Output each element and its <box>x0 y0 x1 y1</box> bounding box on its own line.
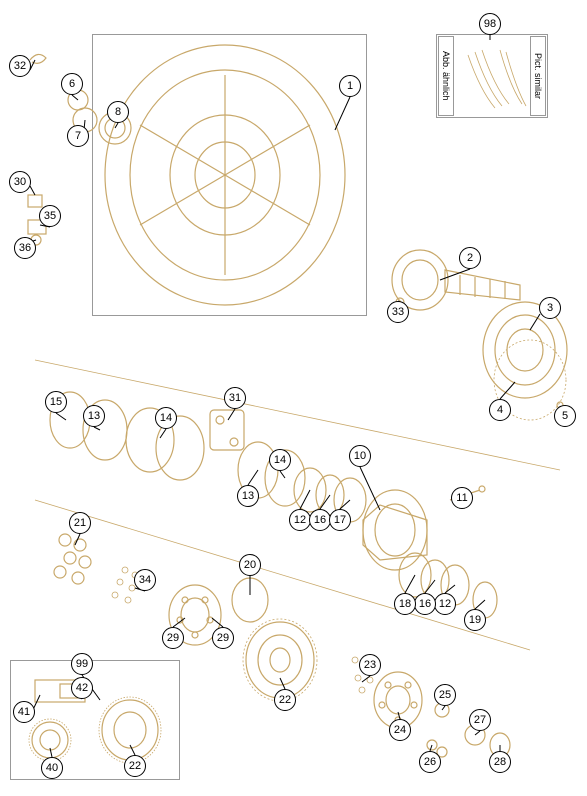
callout-25: 25 <box>434 684 456 706</box>
callout-number: 6 <box>61 73 83 95</box>
callout-number: 21 <box>69 512 91 534</box>
callout-10: 10 <box>349 445 371 467</box>
callout-28: 28 <box>489 751 511 773</box>
callout-number: 3 <box>539 297 561 319</box>
callout-number: 1 <box>339 75 361 97</box>
callout-34: 34 <box>134 569 156 591</box>
callout-11: 11 <box>451 487 473 509</box>
callout-13: 13 <box>237 485 259 507</box>
callout-number: 98 <box>479 13 501 35</box>
callout-number: 26 <box>419 751 441 773</box>
callout-3: 3 <box>539 297 561 319</box>
callout-number: 4 <box>489 399 511 421</box>
callout-2: 2 <box>459 247 481 269</box>
callout-12: 12 <box>289 509 311 531</box>
callout-number: 41 <box>13 701 35 723</box>
callout-32: 32 <box>9 55 31 77</box>
callout-number: 19 <box>464 609 486 631</box>
callout-number: 11 <box>451 487 473 509</box>
callout-20: 20 <box>239 554 261 576</box>
callout-40: 40 <box>41 757 63 779</box>
callout-12: 12 <box>434 593 456 615</box>
callout-number: 7 <box>67 125 89 147</box>
callout-17: 17 <box>329 509 351 531</box>
callout-number: 32 <box>9 55 31 77</box>
callout-30: 30 <box>9 171 31 193</box>
callout-36: 36 <box>14 237 36 259</box>
callout-16: 16 <box>414 593 436 615</box>
callout-31: 31 <box>224 387 246 409</box>
callout-35: 35 <box>39 205 61 227</box>
callout-7: 7 <box>67 125 89 147</box>
callout-number: 20 <box>239 554 261 576</box>
callout-number: 12 <box>289 509 311 531</box>
callout-19: 19 <box>464 609 486 631</box>
callout-number: 31 <box>224 387 246 409</box>
callout-1: 1 <box>339 75 361 97</box>
callout-number: 14 <box>269 449 291 471</box>
callout-number: 42 <box>71 677 93 699</box>
callout-99: 99 <box>71 653 93 675</box>
callout-number: 18 <box>394 593 416 615</box>
callout-22: 22 <box>274 689 296 711</box>
callout-number: 15 <box>45 391 67 413</box>
callout-29: 29 <box>212 627 234 649</box>
callout-number: 24 <box>389 719 411 741</box>
callout-number: 14 <box>155 407 177 429</box>
callout-18: 18 <box>394 593 416 615</box>
callout-13: 13 <box>83 405 105 427</box>
callout-16: 16 <box>309 509 331 531</box>
callout-number: 27 <box>469 709 491 731</box>
callout-number: 22 <box>274 689 296 711</box>
callout-number: 12 <box>434 593 456 615</box>
callout-number: 8 <box>107 101 129 123</box>
callout-26: 26 <box>419 751 441 773</box>
callout-14: 14 <box>155 407 177 429</box>
callout-24: 24 <box>389 719 411 741</box>
callout-8: 8 <box>107 101 129 123</box>
callout-number: 34 <box>134 569 156 591</box>
callout-42: 42 <box>71 677 93 699</box>
callout-number: 30 <box>9 171 31 193</box>
callout-14: 14 <box>269 449 291 471</box>
callout-number: 17 <box>329 509 351 531</box>
callout-4: 4 <box>489 399 511 421</box>
callout-number: 29 <box>212 627 234 649</box>
callout-21: 21 <box>69 512 91 534</box>
callout-27: 27 <box>469 709 491 731</box>
callout-number: 5 <box>554 405 576 427</box>
callout-number: 40 <box>41 757 63 779</box>
callout-number: 22 <box>124 755 146 777</box>
callout-number: 28 <box>489 751 511 773</box>
callout-41: 41 <box>13 701 35 723</box>
callout-5: 5 <box>554 405 576 427</box>
callout-33: 33 <box>387 301 409 323</box>
callout-98: 98 <box>479 13 501 35</box>
callout-number: 13 <box>83 405 105 427</box>
callout-15: 15 <box>45 391 67 413</box>
callout-number: 25 <box>434 684 456 706</box>
callout-number: 16 <box>309 509 331 531</box>
callout-29: 29 <box>162 627 184 649</box>
callout-number: 16 <box>414 593 436 615</box>
callout-number: 36 <box>14 237 36 259</box>
callout-23: 23 <box>359 654 381 676</box>
callout-number: 33 <box>387 301 409 323</box>
callout-22: 22 <box>124 755 146 777</box>
callout-number: 35 <box>39 205 61 227</box>
callout-number: 99 <box>71 653 93 675</box>
callout-number: 10 <box>349 445 371 467</box>
callout-number: 29 <box>162 627 184 649</box>
callout-number: 13 <box>237 485 259 507</box>
callout-number: 23 <box>359 654 381 676</box>
callout-number: 2 <box>459 247 481 269</box>
callout-6: 6 <box>61 73 83 95</box>
